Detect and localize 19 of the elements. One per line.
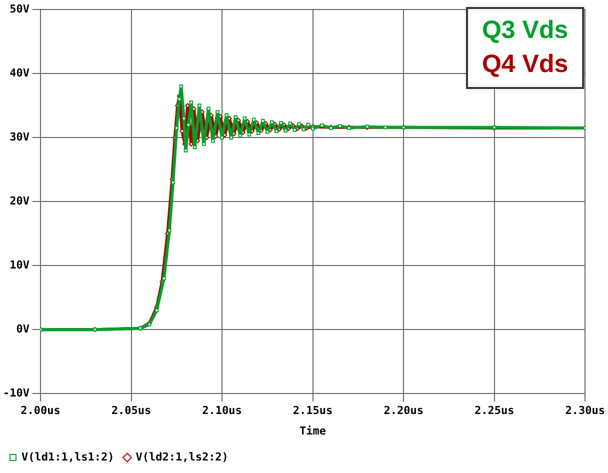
annotation: Q3 Vds: [482, 16, 568, 44]
x-tick-label: 2.05us: [111, 404, 152, 418]
x-axis-title: Time: [300, 424, 326, 438]
legend-label: V(ld2:1,ls2:2): [136, 450, 228, 464]
legend-label: V(ld1:1,ls1:2): [22, 450, 114, 464]
y-tick-label: 20V: [10, 194, 30, 208]
x-tick-label: 2.15us: [292, 404, 333, 418]
x-tick-label: 2.10us: [202, 404, 242, 418]
annotation: Q4 Vds: [482, 50, 568, 78]
y-tick-label: 50V: [10, 2, 30, 16]
y-tick-label: 0V: [16, 322, 30, 336]
y-tick-label: 30V: [10, 130, 30, 144]
x-tick-label: 2.00us: [20, 404, 60, 418]
y-tick-label: 10V: [10, 258, 30, 272]
x-tick-label: 2.20us: [384, 404, 424, 418]
y-tick-label: -10V: [2, 386, 30, 400]
x-tick-label: 2.25us: [474, 404, 514, 418]
y-tick-label: 40V: [10, 66, 30, 80]
x-tick-label: 2.30us: [565, 404, 606, 418]
